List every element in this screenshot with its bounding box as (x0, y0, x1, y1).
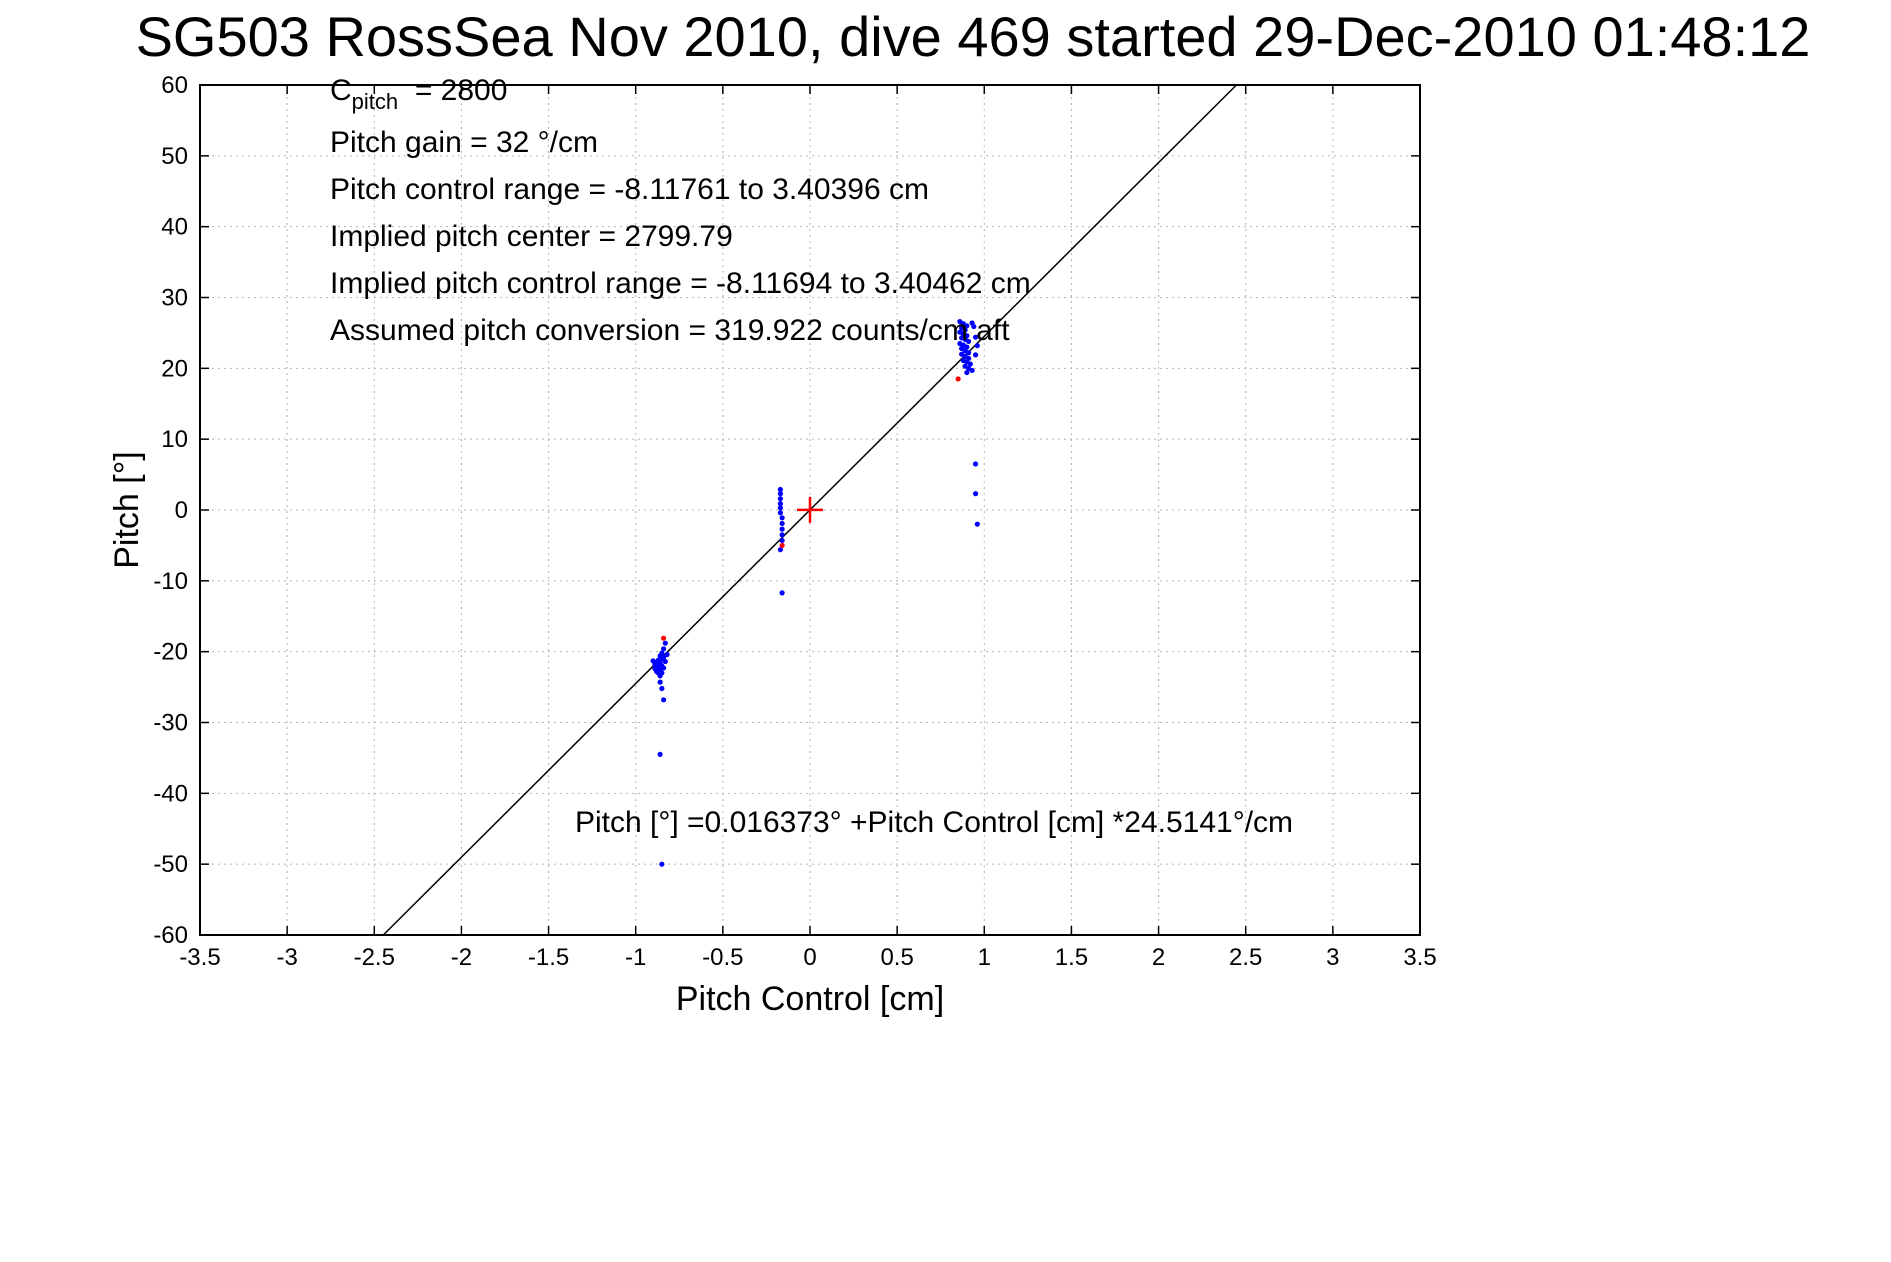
chart-title: SG503 RossSea Nov 2010, dive 469 started… (136, 5, 1811, 68)
data-point (964, 369, 970, 376)
y-tick-label: 50 (161, 143, 188, 170)
data-point (777, 547, 783, 553)
y-tick-label: -20 (153, 639, 188, 666)
data-point (972, 352, 979, 358)
y-tick-label: 10 (161, 426, 188, 453)
data-point (657, 751, 663, 757)
data-point (777, 510, 783, 516)
data-point (661, 654, 667, 660)
series-observed (650, 318, 980, 867)
x-tick-label: 3.5 (1403, 944, 1436, 971)
data-point (661, 697, 667, 703)
data-point (659, 861, 665, 867)
data-point (779, 590, 785, 596)
annotation-implied-pitch-center: Implied pitch center = 2799.79 (330, 220, 733, 253)
data-point (969, 367, 975, 374)
data-point (779, 515, 785, 521)
y-tick-label: -60 (153, 922, 188, 949)
data-point (779, 526, 785, 532)
x-tick-label: 1 (978, 944, 991, 971)
x-tick-label: -1 (625, 944, 646, 971)
x-tick-label: -3.5 (179, 944, 220, 971)
y-tick-label: -50 (153, 851, 188, 878)
cpitch-base: C (330, 74, 352, 107)
x-tick-label: -2.5 (354, 944, 395, 971)
y-axis-label: Pitch [°] (108, 451, 146, 569)
data-point (777, 501, 783, 507)
y-tick-label: 40 (161, 214, 188, 241)
data-point (779, 532, 785, 538)
axis-ticks (199, 84, 1421, 936)
x-tick-label: 2 (1152, 944, 1165, 971)
plot-layer: -3.5 -3 -2.5 -2 -1.5 -1 -0.5 0 0.5 1 1.5 2 2.5 3 3.5 -6… (153, 72, 1436, 971)
x-tick-label: -1.5 (528, 944, 569, 971)
annotation-implied-pitch-control-range: Implied pitch control range = -8.11694 t… (330, 267, 1031, 300)
data-point (662, 658, 668, 665)
x-tick-label: 0 (803, 944, 816, 971)
data-point (777, 496, 783, 502)
fit-equation-label: Pitch [°] =0.016373° +Pitch Control [cm]… (575, 806, 1293, 839)
data-point (969, 320, 975, 326)
data-point (657, 679, 663, 685)
x-tick-label: 2.5 (1229, 944, 1262, 971)
data-point (659, 650, 665, 656)
y-tick-label: 20 (161, 355, 188, 382)
data-point (661, 646, 667, 652)
cpitch-subscript: pitch (352, 89, 398, 114)
y-tick-label: 60 (161, 72, 188, 99)
y-tick-label: -10 (153, 568, 188, 595)
y-tick-labels: -60 -50 -40 -30 -20 -10 0 10 20 30 40 50 60 (153, 72, 188, 949)
y-tick-label: -40 (153, 780, 188, 807)
data-point (972, 491, 979, 497)
x-tick-label: -3 (276, 944, 297, 971)
annotation-cpitch: Cpitch = 2800 (330, 74, 507, 114)
x-tick-label: -0.5 (702, 944, 743, 971)
data-point (972, 334, 979, 340)
y-tick-label: 0 (175, 497, 188, 524)
y-tick-label: 30 (161, 285, 188, 312)
data-point (966, 338, 972, 345)
data-point (964, 323, 970, 329)
x-tick-label: 1.5 (1055, 944, 1088, 971)
data-point (779, 537, 785, 544)
center-plus-marker (797, 496, 823, 523)
annotation-assumed-pitch-conversion: Assumed pitch conversion = 319.922 count… (330, 314, 1010, 347)
data-point (974, 521, 980, 527)
data-point (966, 350, 972, 356)
grid-lines (199, 84, 1421, 936)
y-tick-label: -30 (153, 710, 188, 737)
data-point (972, 461, 979, 467)
x-tick-label: 0.5 (880, 944, 913, 971)
cpitch-value: = 2800 (398, 74, 507, 107)
x-tick-label: 3 (1326, 944, 1339, 971)
data-point (777, 505, 783, 511)
x-tick-label: -2 (451, 944, 472, 971)
data-point (659, 685, 665, 692)
series-flagged (661, 376, 961, 641)
annotation-pitch-gain: Pitch gain = 32 °/cm (330, 126, 598, 159)
data-point (955, 376, 961, 382)
data-point (664, 651, 670, 658)
annotation-pitch-control-range: Pitch control range = -8.11761 to 3.4039… (330, 173, 929, 206)
data-point (967, 361, 973, 367)
data-point (779, 542, 785, 549)
data-point (777, 486, 783, 493)
data-point (662, 640, 668, 646)
series-implied-center (797, 496, 823, 523)
data-point (661, 665, 667, 671)
data-point (974, 343, 980, 349)
data-point (659, 670, 665, 676)
x-axis-label: Pitch Control [cm] (676, 980, 944, 1018)
x-tick-labels: -3.5 -3 -2.5 -2 -1.5 -1 -0.5 0 0.5 1 1.5 2 2.5 3 3.5 (179, 944, 1436, 971)
data-point (777, 491, 783, 497)
data-point (661, 635, 667, 641)
data-point (779, 520, 785, 527)
